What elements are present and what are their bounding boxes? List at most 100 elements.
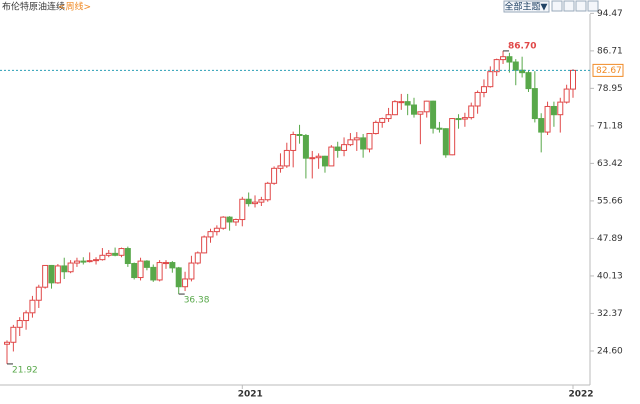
candle-body [315,155,322,159]
candle-body [54,265,61,284]
candle-body [29,299,36,314]
candle-body [398,101,405,104]
candle-body [207,231,214,238]
candle-body [150,266,157,281]
candle-body [506,56,513,63]
candle-body [423,100,430,113]
candle-body [334,146,341,151]
candle-body [544,105,551,133]
candle-body [563,88,570,103]
period-link[interactable]: <周线> [58,1,91,13]
candle-body [283,149,290,167]
last-price-label: 82.67 [596,66,622,76]
candle-body [271,167,278,184]
candle-body [474,91,481,107]
candle-body [461,117,468,120]
candle-body [430,100,437,129]
candle-body [290,134,297,151]
candle-body [220,216,227,229]
candle-body [258,199,265,203]
candle-body [35,286,42,301]
candle-body [226,216,233,223]
candle-body [309,157,316,160]
candle-body [372,121,379,135]
y-tick-label: 55.66 [597,196,623,206]
candle-body [436,127,443,130]
candle-body [252,201,259,205]
candle-body [302,134,309,159]
y-tick-label: 94.47 [597,9,623,19]
y-tick-label: 71.18 [597,121,623,131]
candle-body [411,104,418,115]
candle-body [143,260,150,268]
y-tick-label: 78.95 [597,84,623,94]
last-price-box [592,63,624,77]
candle-body [213,227,220,233]
candle-body [232,219,239,223]
candle-body [131,263,138,279]
candle-body [347,139,354,146]
annotation-label: 21.92 [12,365,38,375]
y-tick-label: 24.60 [597,346,623,356]
candle-body [10,326,17,343]
candle-body [391,101,398,116]
y-tick-label: 47.89 [597,234,623,244]
candle-body [385,114,392,120]
tool-button[interactable] [575,0,587,12]
candle-body [175,267,182,288]
candle-body [169,262,176,269]
candle-body [328,146,335,167]
candle-body [360,137,367,150]
candle-body [99,254,106,261]
candle-body [487,71,494,88]
candle-body [500,56,507,61]
candle-body [188,262,195,280]
candle-body [80,260,87,263]
candle-body [93,259,100,262]
candle-body [512,61,519,71]
y-tick-label: 32.37 [597,309,623,319]
candle-body [86,260,93,263]
candle-body [112,252,119,256]
candle-body [449,118,456,156]
candle-body [550,105,557,116]
y-tick-label: 63.42 [597,159,623,169]
candle-body [67,262,74,273]
tool-button[interactable] [563,0,575,12]
y-tick-label: 86.71 [597,46,623,56]
candle-body [296,134,303,137]
candle-body [162,262,169,265]
candle-body [404,101,411,106]
candle-body [156,262,163,281]
candle-body [455,118,462,121]
candle-body [42,264,49,288]
candle-body [531,88,538,120]
candle-body [61,265,68,273]
x-tick-label: 2022 [568,390,593,400]
annotation-label: 36.38 [184,296,210,306]
candle-body [538,118,545,133]
candle-body [321,155,328,167]
annotation-label: 86.70 [508,41,536,51]
candle-body [182,278,189,288]
candle-body [16,320,23,328]
candle-body [4,341,10,345]
candle-body [442,128,449,156]
chart-title: 布伦特原油连续 [2,1,65,13]
menu-button[interactable] [503,0,550,13]
candle-body [277,165,284,169]
candle-body [366,133,373,150]
menu-text[interactable]: 全部主题▼ [505,1,548,13]
candle-body [23,312,30,322]
tool-button[interactable] [587,0,599,12]
candle-body [118,248,125,256]
candle-body [353,137,360,141]
tool-button[interactable] [551,0,563,12]
candle-body [245,198,252,205]
candle-body [525,72,532,90]
candle-body [264,182,271,201]
candle-body [124,248,131,265]
candle-body [480,86,487,93]
candle-body [48,264,55,284]
